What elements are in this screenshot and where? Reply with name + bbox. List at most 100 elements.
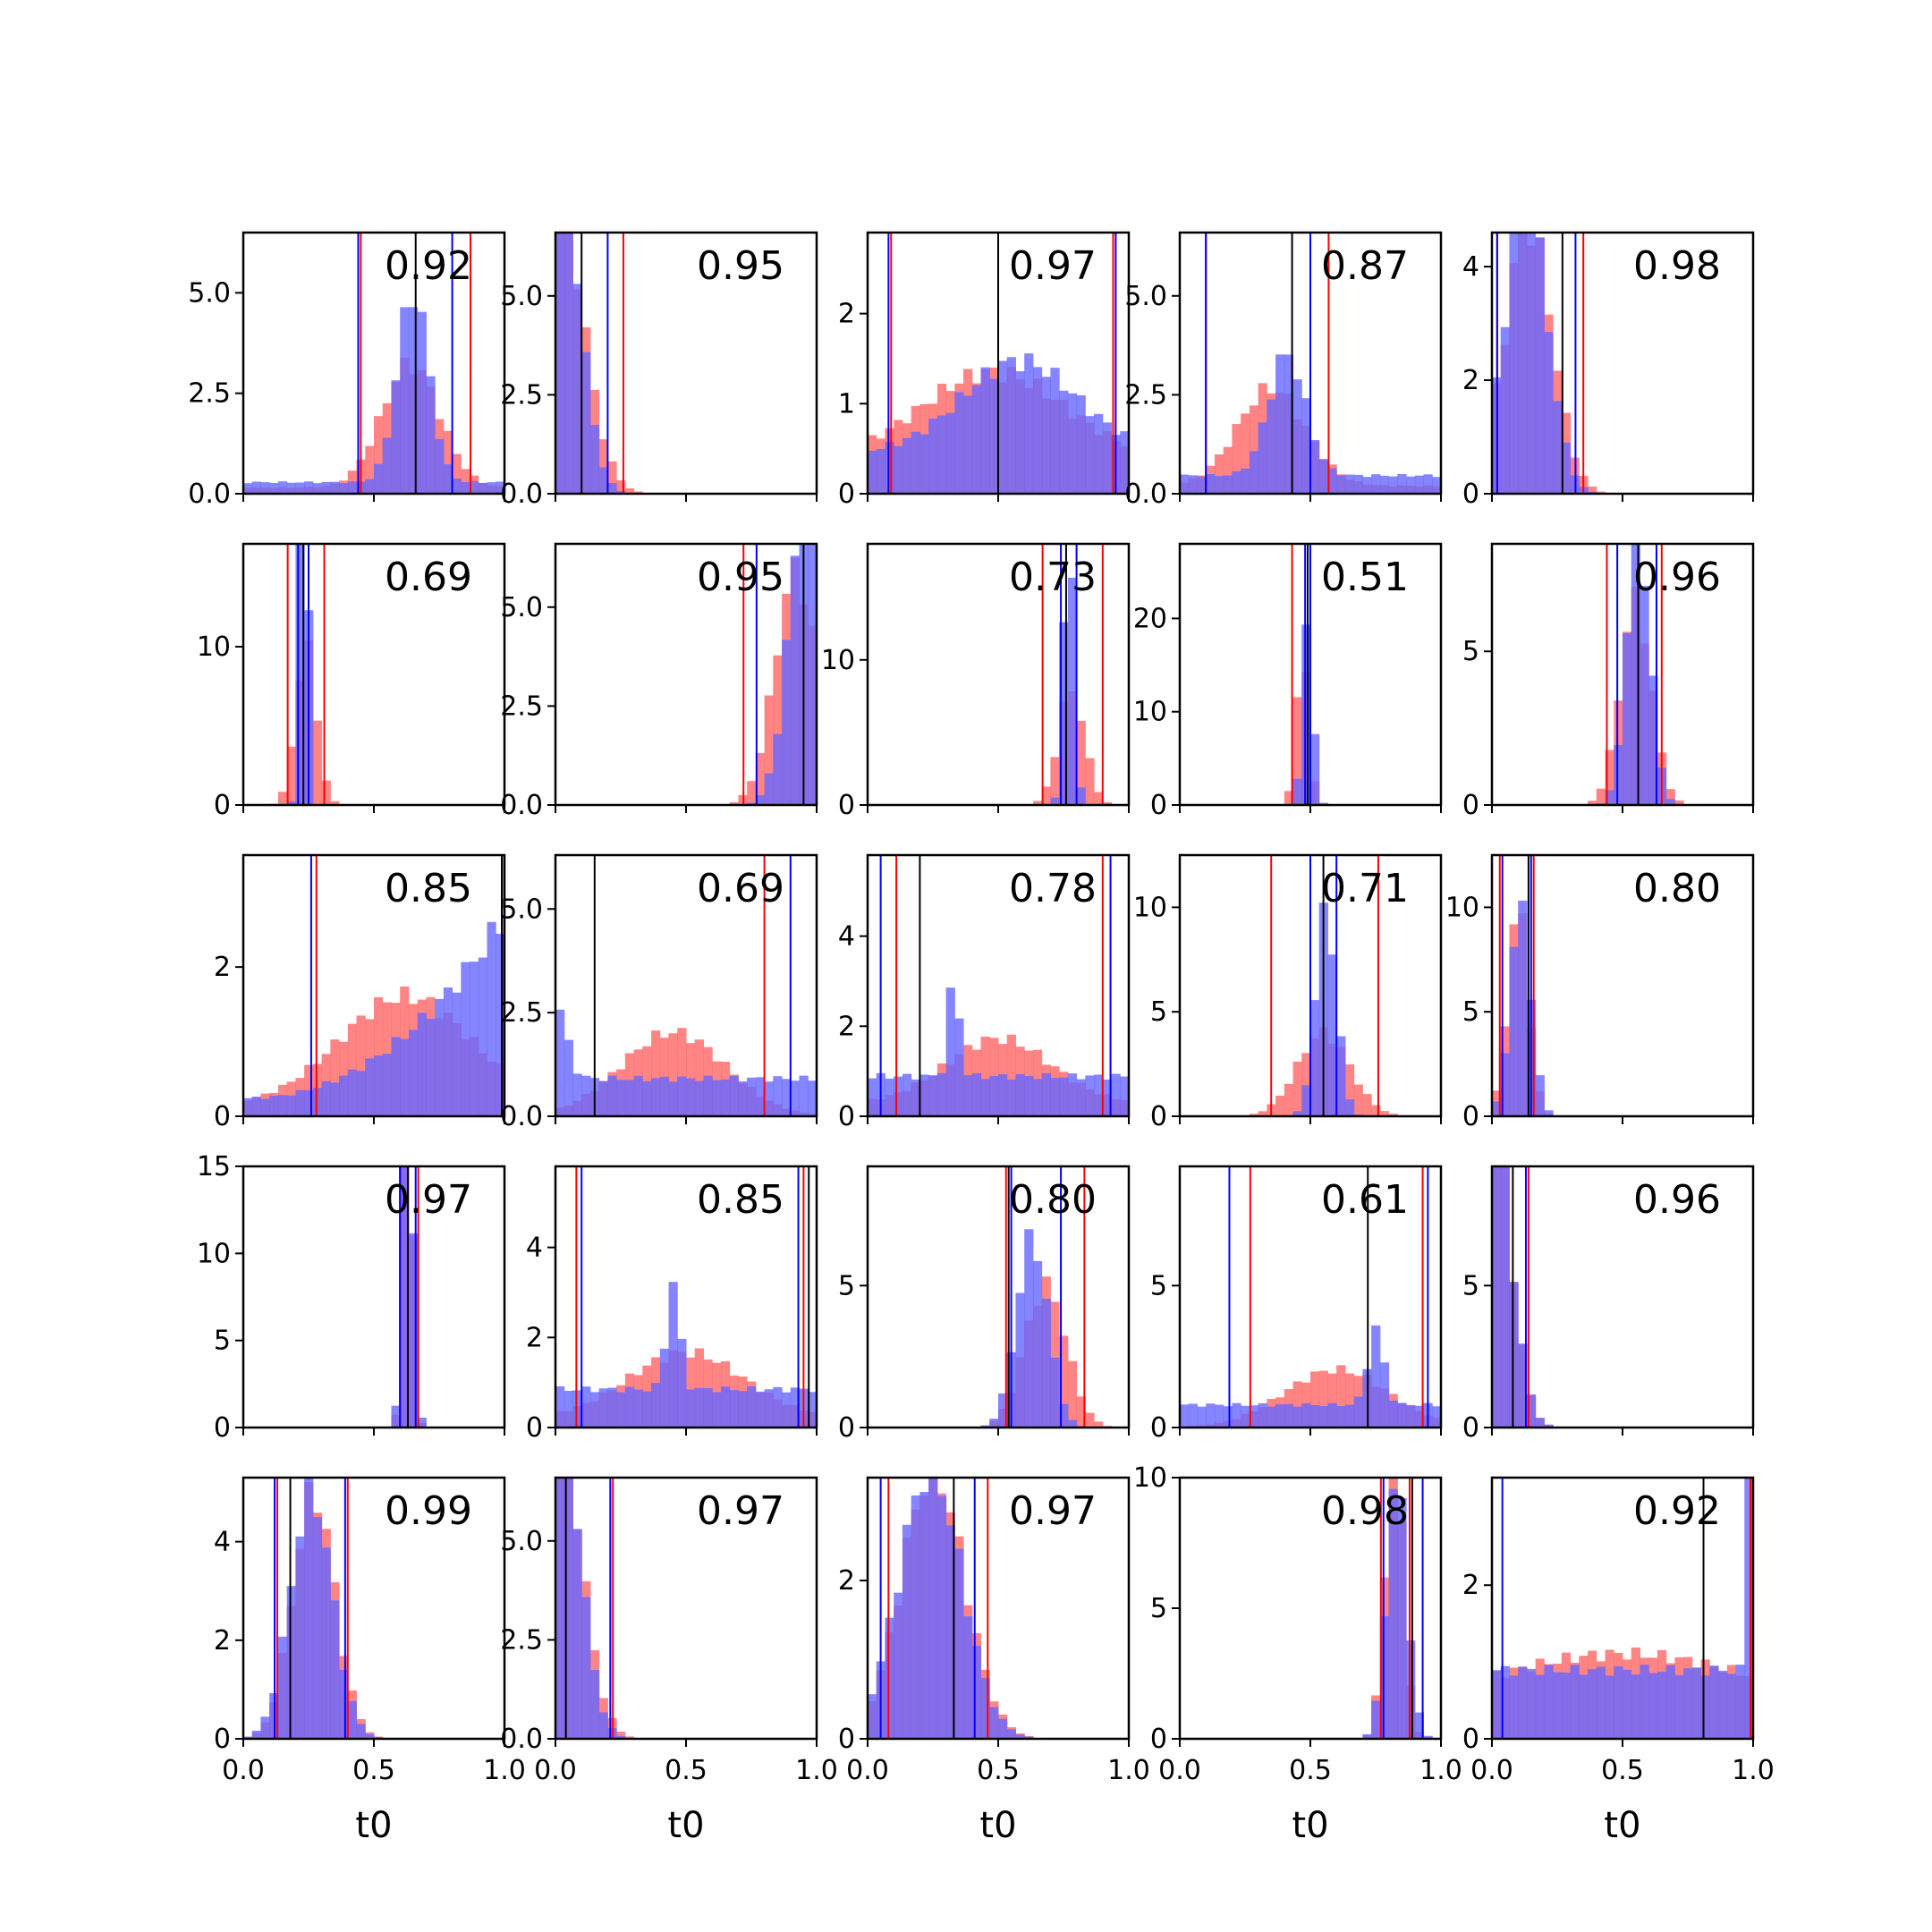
blue-hist-bar — [963, 1616, 973, 1739]
panel-24: 0 5 10 0.0 0.5 1.0 t0 0.98 — [1133, 1462, 1462, 1846]
y-tick-label: 5 — [1462, 636, 1479, 667]
blue-hist-bar — [1301, 398, 1311, 494]
blue-hist-bar — [1544, 1424, 1554, 1428]
blue-hist-bar — [1024, 1229, 1034, 1428]
blue-hist-bar — [382, 1054, 392, 1116]
blue-hist-bar — [1318, 459, 1328, 494]
red-hist-bar — [461, 469, 470, 494]
red-hist-bar — [694, 1039, 704, 1116]
blue-hist-bar — [1241, 468, 1250, 494]
blue-hist-bar — [598, 1712, 608, 1739]
red-hist-bar — [1605, 750, 1614, 805]
panel-score-label: 0.98 — [1633, 243, 1721, 289]
blue-hist-bar — [589, 1392, 600, 1428]
blue-hist-bar — [1015, 371, 1025, 494]
blue-hist-bar — [1059, 1403, 1069, 1428]
blue-hist-bar — [496, 934, 504, 1116]
red-hist-bar — [1327, 1373, 1337, 1428]
blue-hist-bar — [321, 1080, 331, 1116]
blue-hist-bar — [1197, 476, 1207, 494]
blue-hist-bar — [1414, 1712, 1425, 1739]
red-hist-bar — [443, 430, 453, 494]
blue-hist-bar — [1094, 413, 1104, 494]
blue-hist-bar — [1535, 237, 1545, 494]
panel-plot-area — [677, 544, 817, 805]
panel-14: 0 5 10 0.71 — [1133, 853, 1443, 1132]
blue-hist-bar — [1432, 477, 1441, 494]
blue-hist-bar — [304, 1478, 314, 1739]
blue-hist-bar — [269, 1095, 279, 1116]
x-tick-label: 0.5 — [977, 1755, 1020, 1786]
blue-hist-bar — [998, 1718, 1008, 1739]
blue-hist-bar — [919, 1492, 929, 1739]
red-hist-bar — [1310, 1371, 1320, 1428]
blue-hist-bar — [928, 419, 938, 494]
blue-hist-bar — [1102, 422, 1113, 494]
blue-hist-bar — [365, 479, 375, 494]
blue-hist-bar — [1709, 1665, 1719, 1739]
blue-hist-bar — [808, 1080, 817, 1116]
blue-hist-bar — [764, 773, 774, 805]
blue-hist-bar — [1301, 1085, 1311, 1116]
blue-hist-bar — [1623, 1669, 1632, 1739]
blue-hist-bar — [703, 1388, 713, 1428]
red-hist-bar — [1588, 486, 1597, 494]
y-tick-label: 10 — [197, 631, 231, 663]
red-hist-bar — [1371, 1105, 1381, 1116]
blue-hist-bar — [1006, 1729, 1016, 1739]
blue-hist-bar — [659, 1076, 670, 1116]
blue-hist-bar — [919, 1074, 929, 1116]
red-hist-bar — [1336, 1365, 1346, 1428]
blue-hist-bar — [616, 1080, 626, 1116]
blue-hist-bar — [1223, 475, 1233, 494]
blue-hist-bar — [607, 1075, 617, 1116]
red-hist-bar — [1588, 801, 1597, 805]
y-tick-label: 0 — [838, 1101, 855, 1132]
blue-hist-bar — [624, 1080, 635, 1116]
x-tick-label: 0.0 — [222, 1755, 265, 1786]
y-tick-label: 2.5 — [500, 997, 543, 1029]
y-tick-label: 1 — [838, 388, 855, 419]
blue-hist-bar — [928, 1075, 938, 1116]
blue-hist-bar — [755, 1077, 766, 1116]
blue-hist-bar — [1301, 624, 1311, 805]
blue-hist-bar — [868, 1078, 877, 1116]
panel-17: 0 2 4 0.85 — [526, 1165, 818, 1444]
blue-hist-bar — [581, 352, 591, 494]
panel-plot-area — [868, 1478, 1104, 1739]
y-tick-label: 2.5 — [188, 378, 231, 410]
panel-plot-area — [1492, 1478, 1753, 1739]
blue-hist-bar — [243, 483, 253, 494]
blue-hist-bar — [1067, 577, 1078, 805]
blue-hist-bar — [295, 482, 305, 494]
blue-hist-bar — [868, 1694, 877, 1739]
blue-hist-bar — [1041, 1072, 1051, 1116]
panel-score-label: 0.80 — [1009, 1177, 1097, 1223]
blue-hist-bar — [339, 1669, 349, 1739]
blue-hist-bar — [1223, 1406, 1233, 1428]
x-tick-label: 1.0 — [1732, 1755, 1775, 1786]
blue-hist-bar — [607, 1387, 617, 1428]
y-tick-label: 2 — [214, 1625, 231, 1657]
y-tick-label: 0 — [214, 790, 231, 821]
blue-hist-bar — [1640, 1665, 1649, 1739]
blue-hist-bar — [1544, 332, 1554, 494]
panel-score-label: 0.69 — [697, 866, 784, 911]
x-tick-label: 1.0 — [795, 1755, 838, 1786]
panel-15: 0 5 10 0.80 — [1445, 853, 1755, 1132]
panel-plot-area — [382, 1166, 436, 1428]
blue-hist-bar — [1197, 1406, 1207, 1428]
blue-hist-bar — [989, 378, 999, 494]
panel-7: 0.0 2.5 5.0 0.95 — [500, 542, 818, 821]
blue-hist-bar — [1657, 1671, 1667, 1739]
blue-hist-bar — [1605, 1675, 1614, 1739]
y-tick-label: 5 — [1150, 1593, 1167, 1624]
blue-hist-bar — [1691, 1667, 1702, 1739]
blue-hist-bar — [876, 448, 886, 494]
blue-hist-bar — [598, 1080, 608, 1116]
blue-hist-bar — [426, 376, 436, 494]
panel-score-label: 0.95 — [697, 555, 784, 600]
blue-hist-bar — [1188, 1403, 1198, 1428]
blue-hist-bar — [885, 1078, 894, 1116]
blue-hist-bar — [1492, 1166, 1502, 1428]
